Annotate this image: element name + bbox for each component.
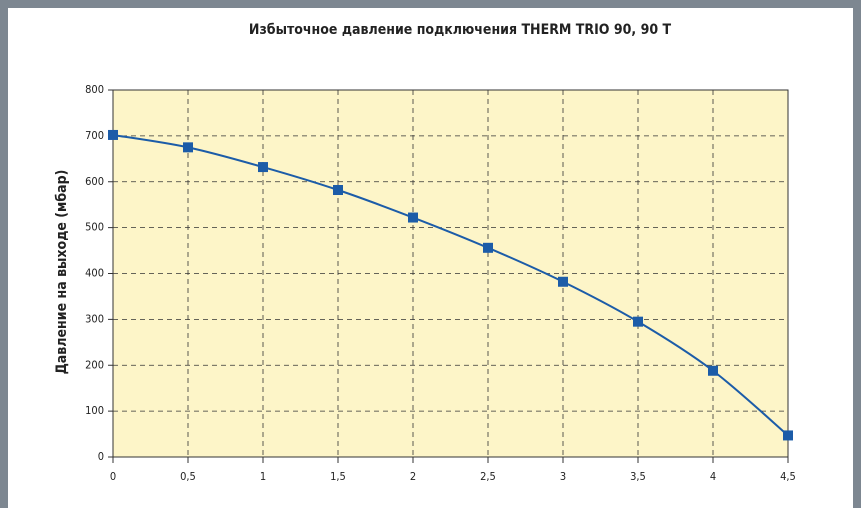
x-tick-label: 2	[410, 470, 416, 483]
y-tick-label: 600	[85, 175, 104, 188]
y-tick-label: 800	[85, 83, 104, 96]
data-point	[633, 316, 643, 327]
data-point	[558, 276, 568, 287]
y-tick-label: 300	[85, 312, 104, 325]
y-tick-label: 0	[98, 450, 104, 463]
data-point	[783, 430, 793, 441]
x-tick-label: 0,5	[180, 470, 196, 483]
data-point	[333, 185, 343, 196]
x-tick-label: 1	[260, 470, 266, 483]
y-tick-label: 100	[85, 404, 104, 417]
x-tick-label: 4,5	[780, 470, 796, 483]
y-tick-label: 700	[85, 129, 104, 142]
data-point	[708, 365, 718, 376]
x-tick-label: 4	[710, 470, 716, 483]
data-point	[183, 142, 193, 153]
y-tick-label: 500	[85, 221, 104, 234]
chart-title: Избыточное давление подключения THERM TR…	[249, 22, 672, 38]
data-point	[408, 212, 418, 223]
series-line	[112, 133, 789, 437]
y-axis-label: Давление на выходе (мбар)	[54, 170, 70, 375]
data-point	[483, 242, 493, 253]
plot-frame	[112, 89, 789, 458]
x-tick-label: 3	[560, 470, 566, 483]
y-tick-label: 400	[85, 267, 104, 280]
x-tick-label: 3,5	[630, 470, 646, 483]
data-point	[258, 162, 268, 173]
x-tick-label: 1,5	[330, 470, 346, 483]
y-tick-label: 200	[85, 358, 104, 371]
x-tick-label: 2,5	[480, 470, 496, 483]
x-tick-label: 0	[110, 470, 116, 483]
data-point	[108, 129, 118, 140]
